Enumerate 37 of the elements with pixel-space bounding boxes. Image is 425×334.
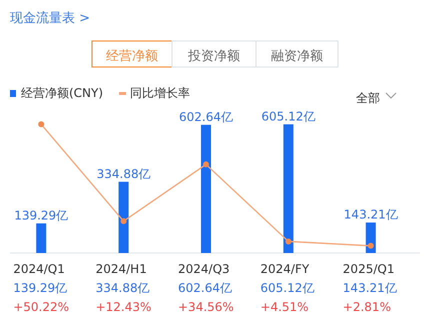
- data-label: +4.51%: [260, 300, 309, 314]
- data-label: +34.56%: [178, 300, 234, 314]
- data-label: +12.43%: [96, 300, 152, 314]
- data-label: 602.64亿: [178, 281, 232, 295]
- data-label: +50.22%: [13, 300, 70, 314]
- point: [203, 161, 209, 168]
- legend-label: 同比增长率: [130, 86, 190, 100]
- data-label: +2.81%: [342, 300, 391, 314]
- x-tick-label: 2024/FY: [260, 262, 310, 276]
- data-label: 334.88亿: [96, 281, 150, 295]
- text: 139.29亿: [14, 208, 68, 222]
- bar: [118, 182, 129, 253]
- text: 334.88亿: [96, 166, 151, 181]
- text: 602.64亿: [179, 110, 233, 124]
- text: 全部: [356, 91, 380, 105]
- text: 143.21亿: [344, 208, 398, 222]
- text: 融资净额: [271, 49, 323, 64]
- x-tick-label: 2024/Q3: [178, 262, 230, 276]
- x-tick-label: 2024/H1: [96, 262, 147, 276]
- point: [38, 121, 44, 128]
- text: 投资净额: [187, 49, 240, 64]
- text: 经营净额: [106, 49, 158, 64]
- chart-title: 现金流量表 >: [10, 10, 90, 26]
- data-label: 143.21亿: [342, 281, 397, 295]
- bar: [201, 124, 211, 253]
- bar: [366, 222, 376, 253]
- point: [285, 238, 292, 244]
- point: [368, 242, 374, 249]
- x-tick-label: 2025/Q1: [342, 262, 394, 276]
- text: 605.12亿: [261, 109, 316, 124]
- bar: [36, 223, 46, 253]
- legend-label: 经营净额(CNY): [21, 86, 104, 100]
- point: [120, 218, 127, 224]
- data-label: 605.12亿: [260, 281, 314, 295]
- data-label: 139.29亿: [13, 281, 68, 295]
- bar: [283, 124, 294, 253]
- x-tick-label: 2024/Q1: [13, 262, 65, 276]
